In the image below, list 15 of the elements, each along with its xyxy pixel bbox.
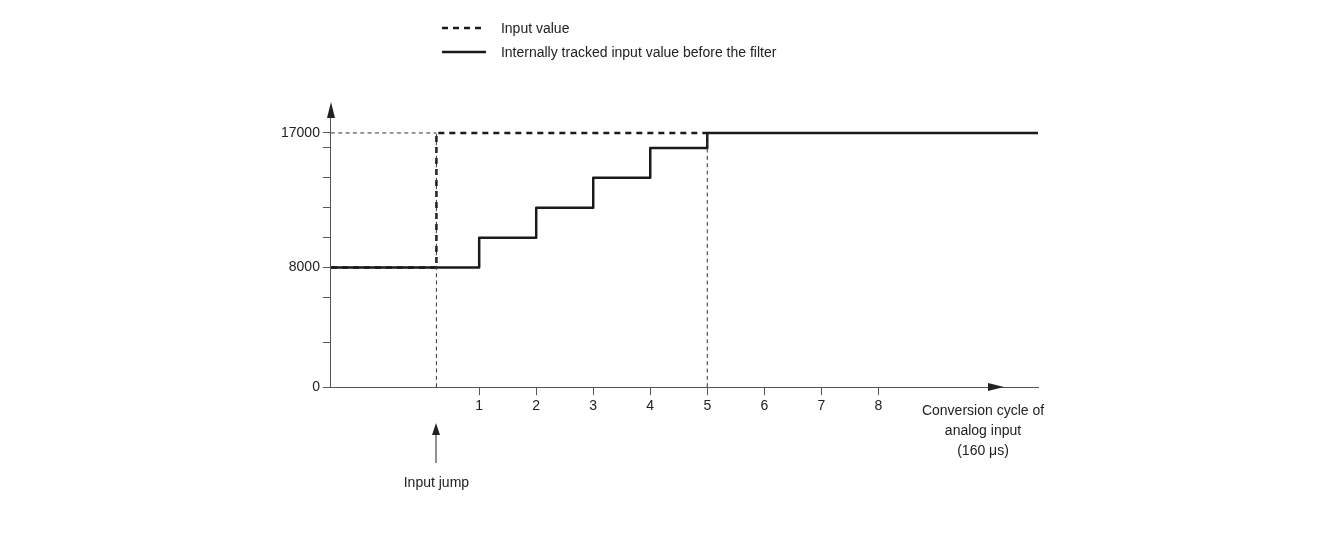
x-tick-label: 5 xyxy=(703,397,712,414)
x-tick-label: 7 xyxy=(817,397,826,414)
y-tick-label: 17000 xyxy=(280,123,321,140)
y-tick-label: 8000 xyxy=(288,258,321,275)
legend-label: Input value xyxy=(500,20,570,36)
x-tick-label: 2 xyxy=(532,397,541,414)
x-tick-label: 8 xyxy=(874,397,883,414)
x-axis-title: Conversion cycle of analog input (160 μs) xyxy=(921,402,1045,459)
legend-label: Internally tracked input value before the filter xyxy=(500,44,777,60)
y-tick-label: 0 xyxy=(312,378,321,395)
x-tick-label: 6 xyxy=(760,397,769,414)
text: Input jump xyxy=(403,474,470,491)
x-tick-label: 1 xyxy=(475,397,484,414)
x-tick-label: 3 xyxy=(589,397,598,414)
x-tick-label: 4 xyxy=(646,397,655,414)
